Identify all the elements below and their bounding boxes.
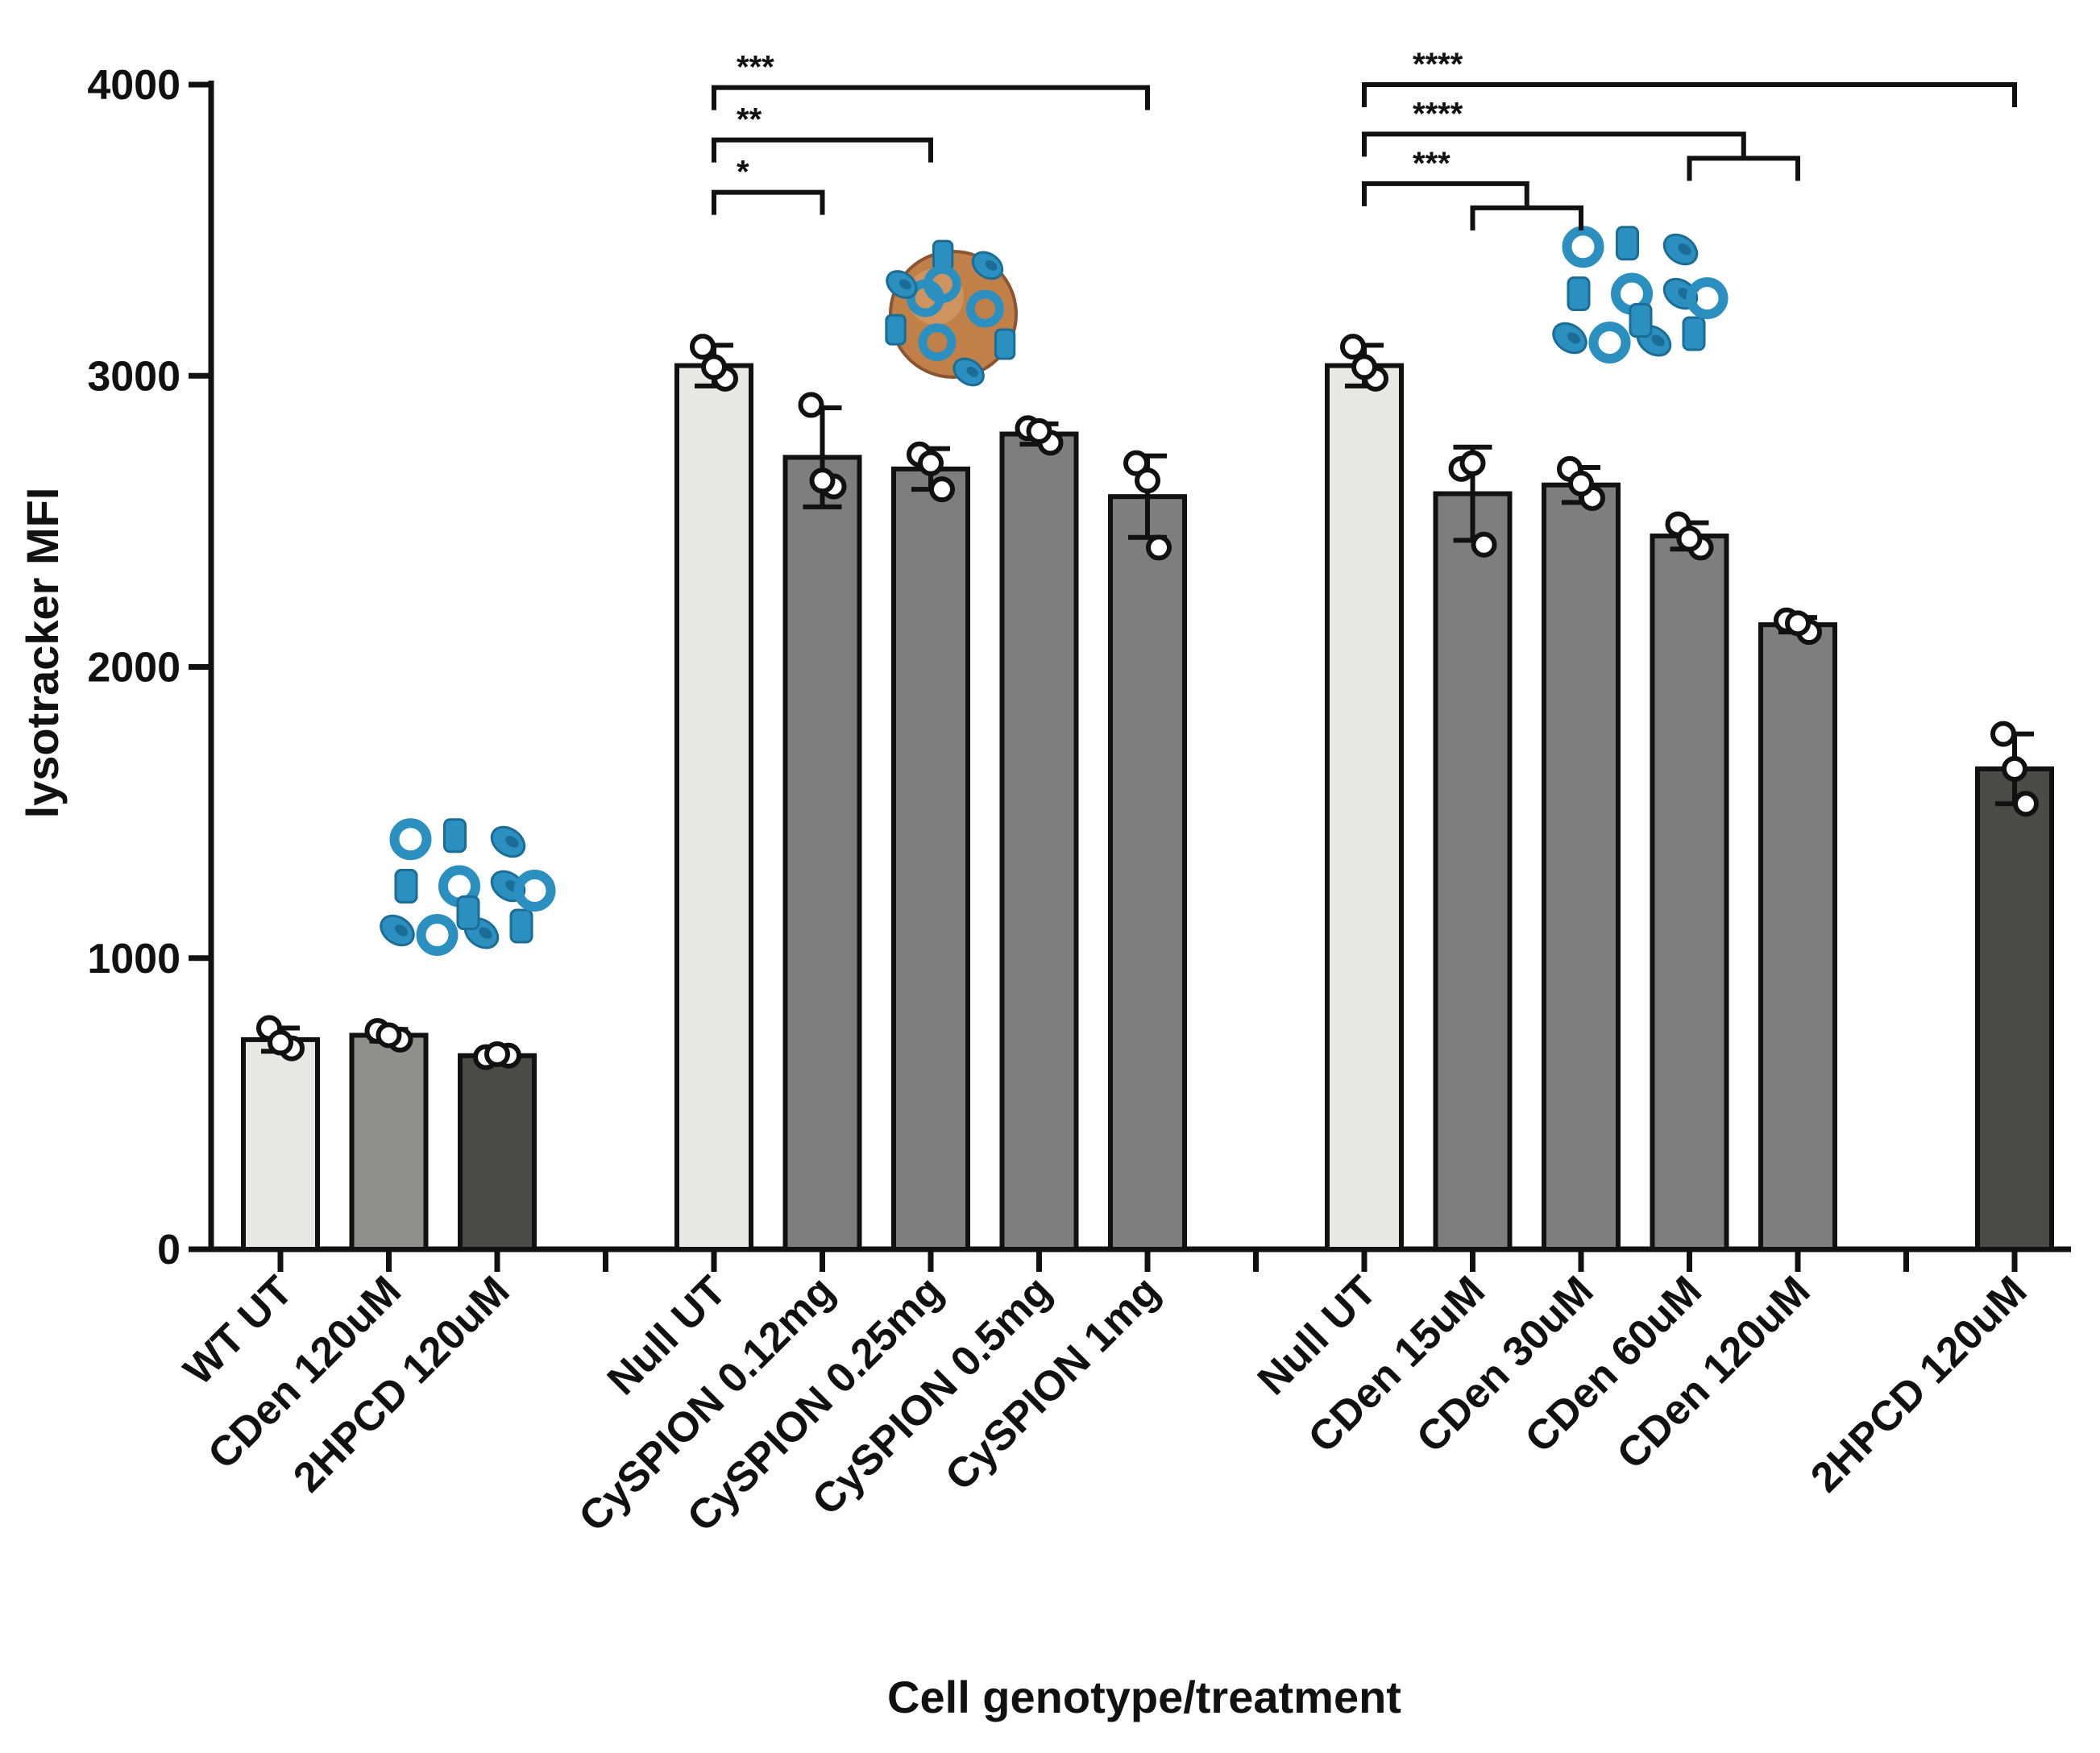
data-point bbox=[1146, 534, 1172, 561]
cyclodextrin-ring bbox=[1588, 322, 1631, 363]
data-point bbox=[1785, 610, 1811, 637]
cyclodextrin-ring bbox=[509, 908, 533, 944]
cyclodextrin-ring bbox=[443, 818, 467, 854]
cyclodextrin-ring-hole bbox=[1567, 332, 1581, 344]
data-point bbox=[1471, 531, 1497, 558]
significance-label: **** bbox=[1413, 47, 1463, 82]
y-tick-label: 4000 bbox=[87, 62, 181, 109]
cyclodextrin-ring bbox=[1616, 226, 1639, 261]
cyclodextrin-ring-hole bbox=[966, 366, 978, 377]
data-point bbox=[2002, 755, 2027, 782]
significance-bracket bbox=[712, 189, 825, 215]
cyclodextrin-ring bbox=[456, 895, 480, 930]
cyclodextrin-ring bbox=[918, 323, 957, 362]
significance-bracket bbox=[712, 85, 1150, 110]
significance-brackets: ***************** bbox=[712, 47, 2017, 231]
data-point bbox=[1990, 721, 2016, 747]
bar bbox=[674, 363, 753, 1252]
cyclodextrin-ring bbox=[1686, 277, 1729, 319]
cyclodextrin-ring bbox=[965, 289, 1004, 328]
bar bbox=[782, 455, 862, 1252]
x-tick-label: CDen 120uM bbox=[1608, 1267, 1820, 1478]
x-axis-title: Cell genotype/treatment bbox=[887, 1672, 1401, 1722]
cyclodextrin-ring-hole bbox=[899, 279, 911, 290]
data-point bbox=[929, 476, 955, 503]
y-tick-label: 1000 bbox=[87, 936, 181, 982]
data-point bbox=[690, 334, 716, 360]
cyclodextrin-ring bbox=[394, 869, 418, 904]
cyclodextrin-ring bbox=[1567, 276, 1591, 311]
significance-label: **** bbox=[1413, 96, 1463, 131]
bar-group: 2HPCD 120uM bbox=[1802, 721, 2054, 1502]
cyclodextrin-ring-hole bbox=[985, 260, 998, 271]
cyclodextrin-ring-hole bbox=[1651, 334, 1665, 347]
significance-label: * bbox=[737, 155, 749, 190]
significance-label: *** bbox=[737, 50, 774, 85]
significance-sub-bracket bbox=[1470, 205, 1583, 231]
bar-group: Null UT bbox=[1249, 334, 1404, 1404]
data-point bbox=[1351, 354, 1377, 380]
data-point bbox=[1568, 470, 1594, 496]
cyclodextrin-ring-hole bbox=[479, 927, 492, 939]
cyclodextrin-ring bbox=[994, 328, 1016, 360]
y-axis-title: lysotracker MFI bbox=[17, 488, 68, 819]
bar-group: WT UT bbox=[175, 1015, 320, 1394]
significance-bracket bbox=[1362, 131, 1746, 159]
data-point bbox=[376, 1022, 402, 1049]
x-tick-label: 2HPCD 120uM bbox=[1802, 1267, 2036, 1501]
molecule-illustrations bbox=[380, 226, 1729, 956]
bar bbox=[1758, 622, 1837, 1252]
data-point bbox=[1676, 525, 1703, 552]
x-tick-label: CDen 120uM bbox=[199, 1267, 410, 1478]
cyclodextrin-ring bbox=[416, 914, 459, 956]
y-tick-label: 3000 bbox=[87, 353, 181, 400]
significance-bracket bbox=[1362, 82, 2017, 107]
significance-label: *** bbox=[1413, 146, 1450, 181]
data-point bbox=[918, 450, 944, 476]
cyclodextrin-ring-hole bbox=[394, 924, 409, 937]
bar bbox=[891, 466, 970, 1252]
data-point bbox=[1135, 467, 1160, 494]
data-point bbox=[2013, 791, 2039, 817]
data-point bbox=[1026, 417, 1052, 444]
cyclodextrin-ring bbox=[1682, 316, 1706, 351]
cyclodextrin-nanoparticle-icon bbox=[885, 239, 1018, 387]
bar-group: Null UT bbox=[599, 334, 753, 1404]
cyclodextrin-ring bbox=[1629, 303, 1653, 338]
cyclodextrin-ring bbox=[389, 818, 432, 861]
bar bbox=[458, 1053, 537, 1252]
significance-bracket bbox=[712, 137, 933, 163]
data-point bbox=[809, 467, 836, 494]
bar bbox=[1650, 533, 1729, 1252]
bar bbox=[999, 431, 1079, 1252]
bar bbox=[1542, 482, 1621, 1252]
bar bbox=[241, 1036, 320, 1252]
significance-label: ** bbox=[737, 102, 762, 138]
y-tick-label: 0 bbox=[157, 1227, 181, 1273]
bar bbox=[349, 1032, 429, 1252]
cyclodextrin-ring bbox=[1562, 226, 1604, 268]
cyclodextrin-ring-hole bbox=[1678, 243, 1691, 255]
significance-sub-bracket bbox=[1687, 156, 1800, 181]
free-cyclodextrin-icon bbox=[1552, 226, 1729, 363]
data-point bbox=[1459, 450, 1486, 476]
data-point bbox=[701, 354, 727, 380]
bar bbox=[1433, 491, 1513, 1252]
free-cyclodextrin-icon bbox=[380, 818, 556, 956]
bar bbox=[1108, 494, 1187, 1252]
cyclodextrin-ring bbox=[513, 870, 556, 912]
cyclodextrin-ring bbox=[923, 265, 961, 303]
data-point bbox=[798, 392, 824, 418]
data-point bbox=[484, 1041, 510, 1067]
bar bbox=[1325, 363, 1404, 1252]
data-point bbox=[1123, 450, 1149, 476]
cyclodextrin-ring bbox=[885, 314, 907, 346]
cyclodextrin-ring-hole bbox=[505, 836, 519, 848]
bar bbox=[1975, 766, 2054, 1252]
significance-bracket bbox=[1362, 181, 1529, 208]
data-point bbox=[1340, 334, 1366, 360]
data-point bbox=[268, 1029, 293, 1056]
y-tick-label: 2000 bbox=[87, 645, 181, 692]
